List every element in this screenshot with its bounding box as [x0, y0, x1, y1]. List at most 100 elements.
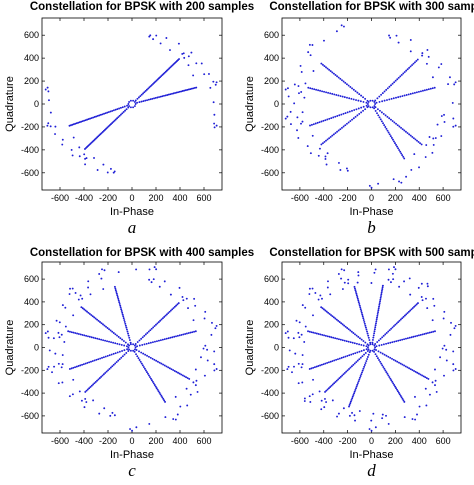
x-tick-label: -200 [99, 193, 117, 203]
data-point [165, 313, 168, 316]
figure-caption: c [128, 461, 136, 480]
data-point [340, 356, 343, 359]
data-point [454, 81, 457, 84]
data-point [158, 361, 161, 364]
data-point [421, 333, 424, 336]
data-point [336, 115, 339, 117]
data-point [122, 340, 125, 342]
data-point [107, 125, 110, 128]
data-point [86, 310, 88, 313]
data-point [388, 117, 391, 120]
data-point [345, 83, 348, 86]
data-point [307, 51, 310, 54]
data-point [397, 76, 400, 79]
data-point [378, 100, 381, 103]
data-point [171, 336, 174, 339]
data-point [58, 321, 61, 324]
data-point [416, 58, 419, 61]
data-point [129, 349, 132, 352]
data-point [77, 333, 80, 335]
data-point [87, 118, 90, 121]
data-point [399, 339, 402, 342]
data-point [128, 339, 131, 342]
data-point [370, 282, 373, 284]
data-point [108, 354, 111, 357]
data-point [126, 348, 129, 351]
data-point [315, 332, 318, 335]
data-point [214, 83, 217, 86]
data-point [75, 122, 78, 125]
data-point [362, 105, 365, 108]
data-point [301, 304, 304, 307]
data-point [369, 106, 372, 109]
data-point [103, 407, 106, 410]
data-point [387, 355, 390, 358]
data-point [169, 336, 172, 339]
data-point [331, 399, 334, 402]
data-point [181, 374, 184, 377]
y-tick-label: 0 [274, 343, 279, 353]
data-point [452, 125, 455, 128]
data-point [381, 289, 383, 292]
data-point [374, 353, 377, 356]
data-point [396, 390, 399, 393]
data-point [103, 112, 105, 115]
data-point [337, 273, 340, 275]
data-point [47, 122, 50, 125]
data-point [191, 331, 194, 334]
data-point [193, 86, 196, 89]
data-point [356, 281, 359, 284]
data-point [327, 387, 330, 390]
data-point [135, 349, 138, 351]
data-point [153, 325, 156, 328]
data-point [376, 314, 379, 317]
data-point [156, 360, 159, 363]
data-point [409, 134, 412, 137]
data-point [163, 364, 166, 367]
data-point [336, 415, 338, 418]
data-point [392, 97, 395, 100]
x-tick-label: -400 [315, 436, 333, 446]
data-point [87, 311, 90, 314]
data-point [357, 274, 360, 277]
data-point [344, 81, 347, 84]
data-point [403, 129, 406, 132]
data-point [195, 379, 198, 382]
y-axis-label: Quadrature [4, 76, 16, 132]
y-axis-label: Quadrature [244, 76, 256, 132]
data-point [329, 386, 332, 388]
data-point [319, 364, 322, 367]
data-point [192, 74, 195, 77]
data-point [340, 268, 343, 271]
data-point [184, 333, 187, 335]
data-point [374, 326, 377, 329]
data-point [145, 342, 148, 345]
data-point [204, 344, 207, 347]
data-point [149, 329, 152, 332]
data-point [431, 87, 434, 90]
data-point [190, 87, 193, 90]
data-point [78, 121, 81, 124]
data-point [111, 411, 114, 414]
data-point [93, 382, 96, 385]
data-point [298, 321, 301, 324]
data-point [215, 81, 218, 84]
data-point [143, 334, 146, 337]
data-point [300, 90, 303, 93]
data-point [142, 352, 145, 355]
data-point [185, 387, 188, 390]
data-point [360, 338, 363, 341]
data-point [182, 333, 185, 336]
data-point [311, 134, 314, 137]
data-point [443, 374, 445, 377]
data-point [377, 311, 379, 314]
data-point [394, 323, 397, 326]
data-point [293, 102, 296, 105]
data-point [165, 337, 168, 340]
data-point [421, 299, 424, 302]
data-point [297, 331, 300, 334]
data-point [301, 363, 304, 366]
data-point [162, 397, 165, 400]
data-point [142, 100, 145, 103]
data-point [376, 312, 379, 315]
